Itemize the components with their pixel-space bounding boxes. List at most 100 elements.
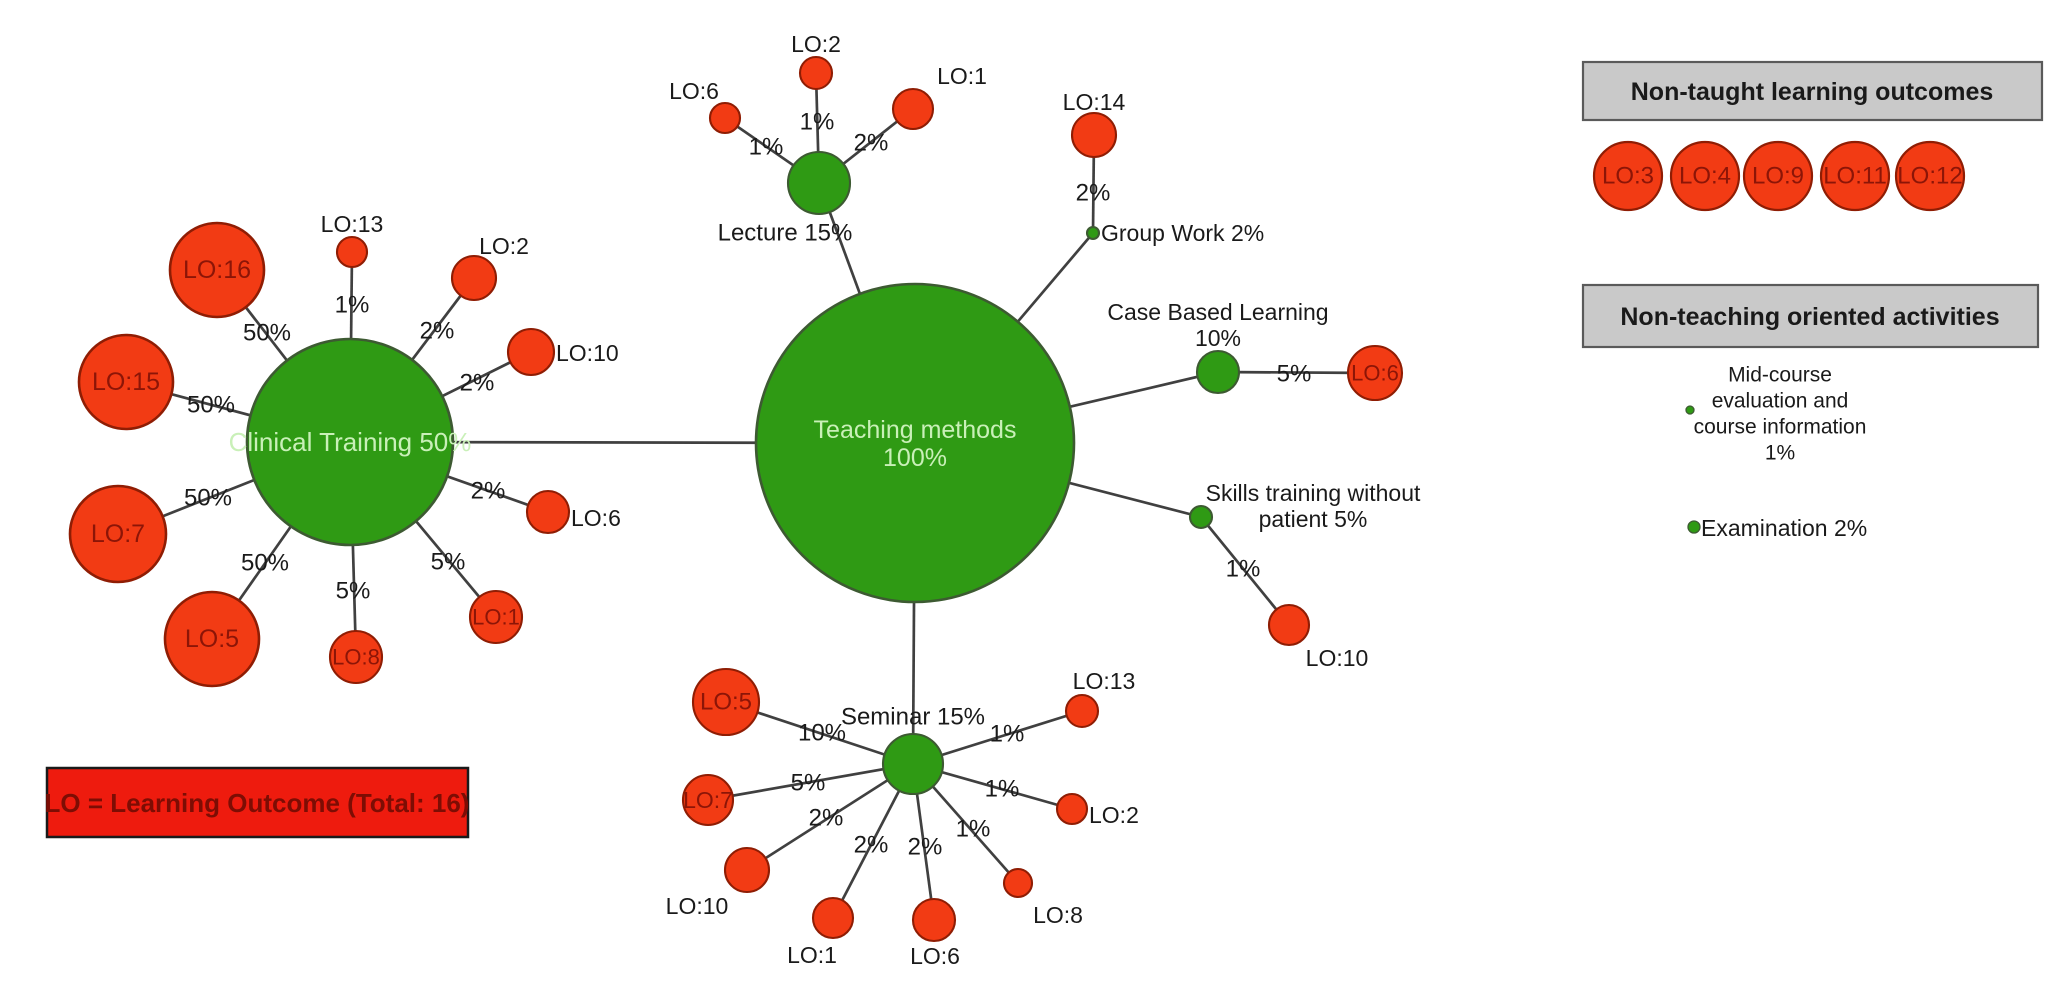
label-sem-lo2: LO:2 — [1089, 802, 1139, 828]
label-ct-lo10: LO:10 — [556, 340, 619, 366]
node-ct-lo8 — [328, 629, 384, 685]
node-seminar — [881, 732, 945, 796]
edge-label-clinical-training--ct-lo1: 5% — [431, 549, 466, 576]
legend-box-non-taught — [1581, 60, 2044, 122]
label-lecture: Lecture 15% — [718, 220, 853, 247]
edge-label-lecture--lec-lo1: 2% — [854, 130, 889, 157]
legend-dot-examination — [1687, 520, 1701, 534]
legend-title-non-teaching: Non-teaching oriented activities — [1620, 303, 1999, 331]
label-group-work: Group Work 2% — [1101, 220, 1264, 246]
edge-label-case-based-learning--cbl-lo6: 5% — [1277, 361, 1312, 388]
label-lec-lo1: LO:1 — [937, 63, 987, 89]
node-cbl-lo6 — [1346, 344, 1404, 402]
legend-circle-lo9 — [1742, 140, 1814, 212]
node-ct-lo7 — [68, 484, 168, 584]
label-sem-lo13: LO:13 — [1073, 668, 1136, 694]
label-clinical-training: Clinical Training 50% — [229, 427, 472, 457]
label-sem-lo5: LO:5 — [700, 689, 752, 716]
node-ct-lo2 — [450, 254, 498, 302]
legend-circle-label-lo9: LO:9 — [1752, 163, 1804, 190]
node-lec-lo1 — [891, 87, 935, 131]
node-group-work — [1085, 225, 1101, 241]
label-seminar: Seminar 15% — [841, 704, 985, 731]
label-ct-lo6: LO:6 — [571, 505, 621, 531]
legend-circle-lo11 — [1819, 140, 1891, 212]
legend-circle-label-lo4: LO:4 — [1679, 163, 1731, 190]
label-skills-training-line2: patient 5% — [1259, 506, 1368, 532]
legend-dot-mid-course-evaluation — [1685, 405, 1695, 415]
node-sem-lo5 — [691, 667, 761, 737]
edge-label-seminar--sem-lo8: 1% — [956, 816, 991, 843]
edge-label-seminar--sem-lo6: 2% — [908, 834, 943, 861]
label-ct-lo15: LO:15 — [92, 368, 160, 396]
edge-label-clinical-training--ct-lo7: 50% — [184, 485, 232, 512]
legend-item-mid-course-evaluation-line3: course information — [1694, 416, 1867, 439]
label-cbl-lo6: LO:6 — [1351, 361, 1399, 386]
node-sem-lo7 — [681, 773, 735, 827]
node-ct-lo5 — [163, 590, 261, 688]
node-ct-lo10 — [506, 327, 556, 377]
legend-item-mid-course-evaluation-line2: evaluation and — [1712, 390, 1849, 413]
note-text: LO = Learning Outcome (Total: 16) — [45, 788, 470, 818]
label-ct-lo8: LO:8 — [332, 645, 380, 670]
node-ct-lo1 — [468, 589, 524, 645]
node-gw-lo14 — [1070, 111, 1118, 159]
node-lec-lo2 — [798, 55, 834, 91]
label-ct-lo2: LO:2 — [479, 233, 529, 259]
label-ct-lo5: LO:5 — [185, 625, 239, 653]
edge-label-clinical-training--ct-lo16: 50% — [243, 320, 291, 347]
node-case-based-learning — [1195, 349, 1241, 395]
edge-label-seminar--sem-lo1: 2% — [854, 832, 889, 859]
edge-label-clinical-training--ct-lo2: 2% — [420, 318, 455, 345]
node-clinical-training — [245, 337, 455, 547]
node-ct-lo16 — [168, 221, 266, 319]
edge-seminar--sem-lo7 — [707, 762, 914, 802]
legend-item-examination: Examination 2% — [1701, 515, 1867, 541]
label-teaching-methods-line1: Teaching methods — [814, 416, 1017, 444]
node-sem-lo13 — [1064, 693, 1100, 729]
node-sem-lo1 — [811, 896, 855, 940]
node-sem-lo10 — [723, 846, 771, 894]
label-st-lo10: LO:10 — [1306, 645, 1369, 671]
edge-label-group-work--gw-lo14: 2% — [1076, 180, 1111, 207]
label-case-based-learning-line2: 10% — [1195, 325, 1241, 351]
node-teaching-methods — [754, 282, 1076, 604]
legend-circle-label-lo11: LO:11 — [1823, 163, 1887, 190]
edge-label-clinical-training--ct-lo5: 50% — [241, 550, 289, 577]
edge-seminar--sem-lo10 — [746, 762, 914, 872]
edge-label-lecture--lec-lo6: 1% — [749, 134, 784, 161]
label-sem-lo7: LO:7 — [683, 787, 733, 813]
legend-item-mid-course-evaluation-line4: 1% — [1765, 442, 1795, 465]
legend-circle-label-lo3: LO:3 — [1602, 163, 1654, 190]
edge-label-skills-training--st-lo10: 1% — [1226, 556, 1261, 583]
label-gw-lo14: LO:14 — [1063, 89, 1126, 115]
edge-skills-training--st-lo10 — [1199, 516, 1291, 626]
edge-label-lecture--lec-lo2: 1% — [800, 109, 835, 136]
note-box — [45, 766, 470, 839]
legend-box-non-teaching — [1581, 283, 2040, 349]
legend-title-non-taught: Non-taught learning outcomes — [1631, 78, 1994, 106]
edge-label-clinical-training--ct-lo10: 2% — [460, 370, 495, 397]
edge-label-clinical-training--ct-lo13: 1% — [335, 292, 370, 319]
legend-circle-lo4 — [1669, 140, 1741, 212]
node-sem-lo8 — [1002, 867, 1034, 899]
legend-circle-lo12 — [1894, 140, 1966, 212]
node-sem-lo6 — [911, 897, 957, 943]
label-sem-lo1: LO:1 — [787, 942, 837, 968]
edge-label-clinical-training--ct-lo15: 50% — [187, 392, 235, 419]
label-case-based-learning-line1: Case Based Learning — [1107, 299, 1328, 325]
label-ct-lo1: LO:1 — [472, 605, 520, 630]
node-lecture — [786, 150, 852, 216]
label-sem-lo10: LO:10 — [666, 893, 729, 919]
label-ct-lo7: LO:7 — [91, 520, 145, 548]
label-sem-lo6: LO:6 — [910, 943, 960, 969]
label-ct-lo13: LO:13 — [321, 211, 384, 237]
legend-circle-lo3 — [1592, 140, 1664, 212]
node-sem-lo2 — [1055, 792, 1089, 826]
label-lec-lo6: LO:6 — [669, 78, 719, 104]
node-ct-lo6 — [525, 489, 571, 535]
legend-item-mid-course-evaluation-line1: Mid-course — [1728, 364, 1832, 387]
node-ct-lo15 — [77, 333, 175, 431]
edge-label-seminar--sem-lo13: 1% — [990, 721, 1025, 748]
